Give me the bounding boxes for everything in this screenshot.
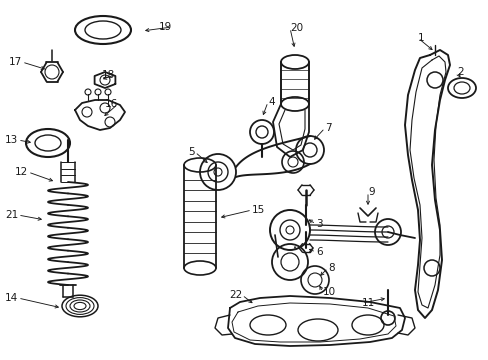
Text: 1: 1 — [417, 33, 424, 43]
Text: 16: 16 — [104, 99, 118, 109]
Text: 6: 6 — [315, 247, 322, 257]
Text: 14: 14 — [5, 293, 18, 303]
Text: 13: 13 — [5, 135, 18, 145]
Text: 22: 22 — [228, 290, 242, 300]
Text: 12: 12 — [15, 167, 28, 177]
Text: 20: 20 — [289, 23, 303, 33]
Text: 19: 19 — [159, 22, 172, 32]
Text: 15: 15 — [251, 205, 264, 215]
Text: 11: 11 — [361, 298, 374, 308]
Text: 10: 10 — [323, 287, 335, 297]
Text: 4: 4 — [267, 97, 274, 107]
Text: 5: 5 — [188, 147, 195, 157]
Text: 21: 21 — [5, 210, 18, 220]
Text: 7: 7 — [325, 123, 331, 133]
Text: 2: 2 — [456, 67, 463, 77]
Text: 8: 8 — [327, 263, 334, 273]
Text: 3: 3 — [315, 219, 322, 229]
Text: 18: 18 — [102, 70, 115, 80]
Text: 9: 9 — [367, 187, 374, 197]
Text: 17: 17 — [9, 57, 22, 67]
